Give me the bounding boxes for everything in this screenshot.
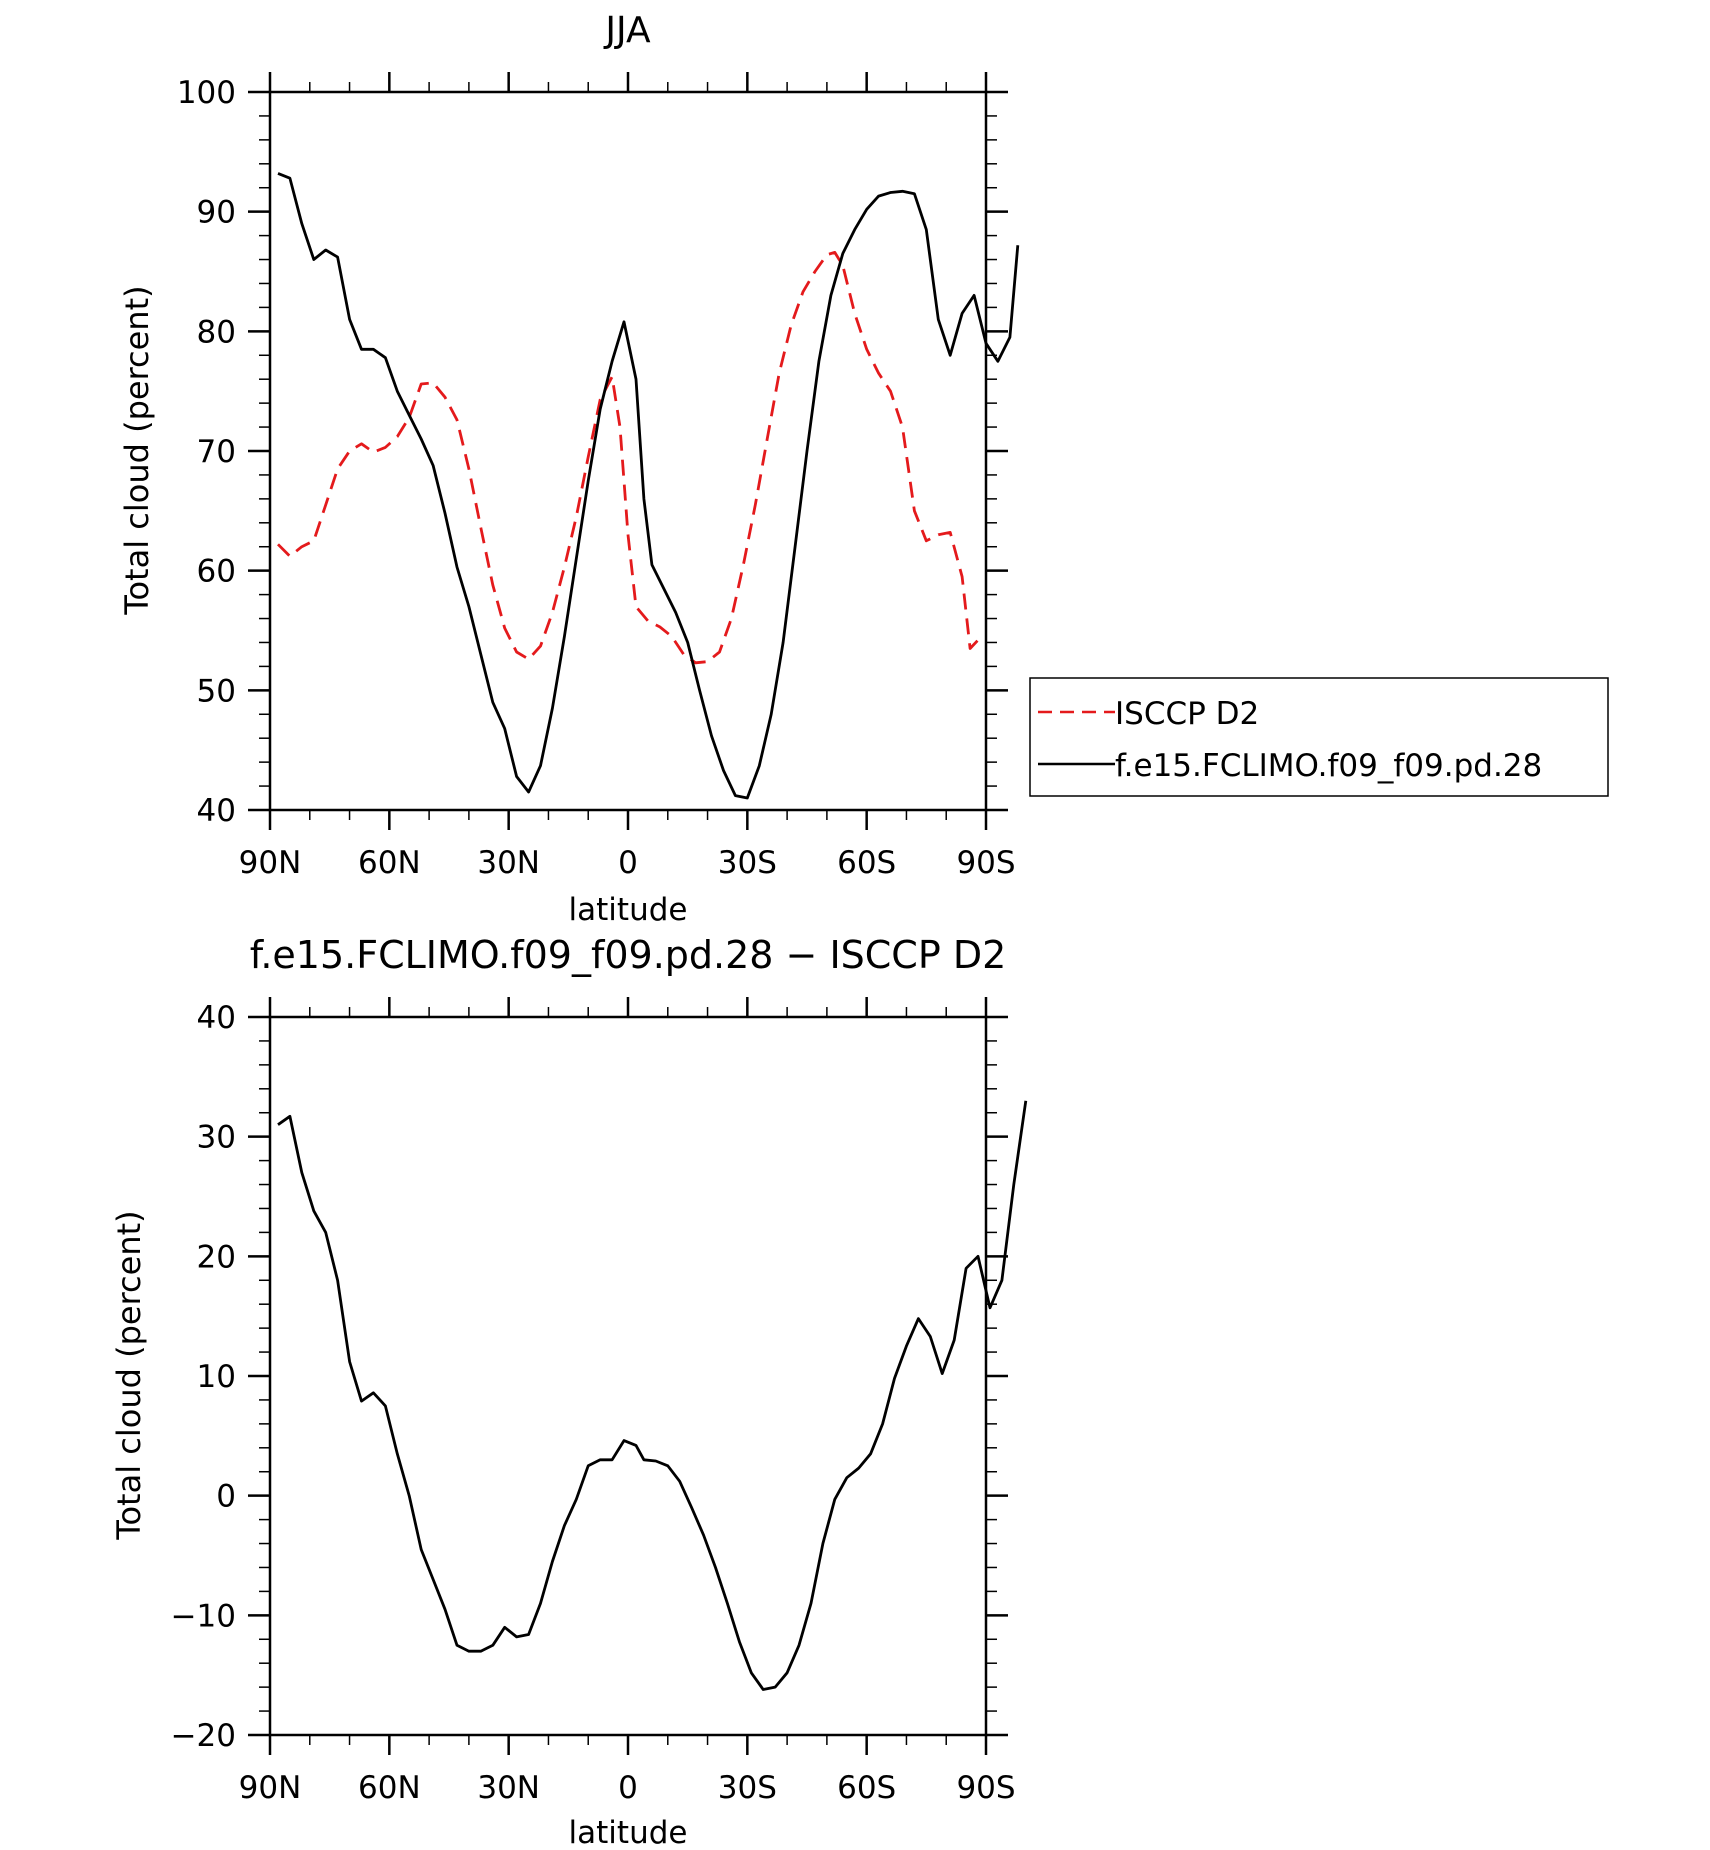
- bottom-series: [277, 1100, 1028, 1691]
- bottom-y-axis-label: Total cloud (percent): [110, 1210, 148, 1540]
- top-series-line-1: [277, 172, 1020, 800]
- top-series: [277, 172, 1020, 800]
- top-panel: JJA Total cloud (percent) latitude 40 50 6…: [118, 10, 1609, 928]
- top-x-tick-label: 60S: [837, 845, 896, 881]
- top-series-line-0: [277, 250, 980, 665]
- top-x-tick-label: 90S: [956, 845, 1015, 881]
- top-y-tick-label: 70: [197, 434, 236, 470]
- bottom-y-tick-label: −20: [171, 1718, 236, 1754]
- bottom-x-tick-label: 0: [618, 1770, 638, 1806]
- bottom-y-tick-label: 30: [197, 1120, 236, 1156]
- top-x-tick-label: 60N: [358, 845, 421, 881]
- top-plot-frame: [268, 90, 988, 812]
- top-x-tick-label: 0: [618, 845, 638, 881]
- top-x-tick-label: 30S: [718, 845, 777, 881]
- top-y-axis-label: Total cloud (percent): [118, 285, 156, 615]
- bottom-series-line-0: [277, 1100, 1028, 1691]
- bottom-x-tick-label: 90N: [239, 1770, 302, 1806]
- bottom-x-tick-label: 60N: [358, 1770, 421, 1806]
- top-x-tick-label: 90N: [239, 845, 302, 881]
- top-ticks: 40 50 60 70 80 90 100 90N 60N 30N 0 30S 60S 90S: [177, 72, 1016, 881]
- bottom-plot-frame: [268, 1015, 988, 1737]
- top-y-tick-label: 80: [197, 314, 236, 350]
- legend-box: [1029, 677, 1609, 797]
- bottom-y-tick-label: −10: [171, 1598, 236, 1634]
- bottom-x-tick-label: 60S: [837, 1770, 896, 1806]
- bottom-y-tick-label: 20: [197, 1239, 236, 1275]
- top-y-tick-label: 60: [197, 554, 236, 590]
- top-y-tick-label: 40: [197, 793, 236, 829]
- legend-label-isccp: ISCCP D2: [1115, 696, 1259, 732]
- legend-label-model: f.e15.FCLIMO.f09_f09.pd.28: [1115, 748, 1542, 784]
- bottom-x-tick-label: 90S: [956, 1770, 1015, 1806]
- top-x-tick-label: 30N: [477, 845, 540, 881]
- bottom-x-axis-label: latitude: [569, 1815, 688, 1850]
- top-x-axis-label: latitude: [569, 892, 688, 928]
- bottom-panel: f.e15.FCLIMO.f09_f09.pd.28 − ISCCP D2 To…: [110, 933, 1028, 1850]
- legend: ISCCP D2 f.e15.FCLIMO.f09_f09.pd.28: [1029, 677, 1609, 797]
- bottom-y-tick-label: 10: [197, 1359, 236, 1395]
- bottom-x-tick-label: 30S: [718, 1770, 777, 1806]
- bottom-x-tick-label: 30N: [477, 1770, 540, 1806]
- bottom-y-tick-label: 0: [216, 1479, 236, 1515]
- top-chart-title: JJA: [603, 10, 651, 51]
- top-y-tick-label: 50: [197, 673, 236, 709]
- top-y-tick-label: 100: [177, 75, 236, 111]
- bottom-ticks: −20 −10 0 10 20 30 40 90N 60N 30N 0 30S 60S 90S: [171, 997, 1016, 1806]
- bottom-chart-title: f.e15.FCLIMO.f09_f09.pd.28 − ISCCP D2: [250, 933, 1007, 977]
- top-y-tick-label: 90: [197, 195, 236, 231]
- bottom-y-tick-label: 40: [197, 1000, 236, 1036]
